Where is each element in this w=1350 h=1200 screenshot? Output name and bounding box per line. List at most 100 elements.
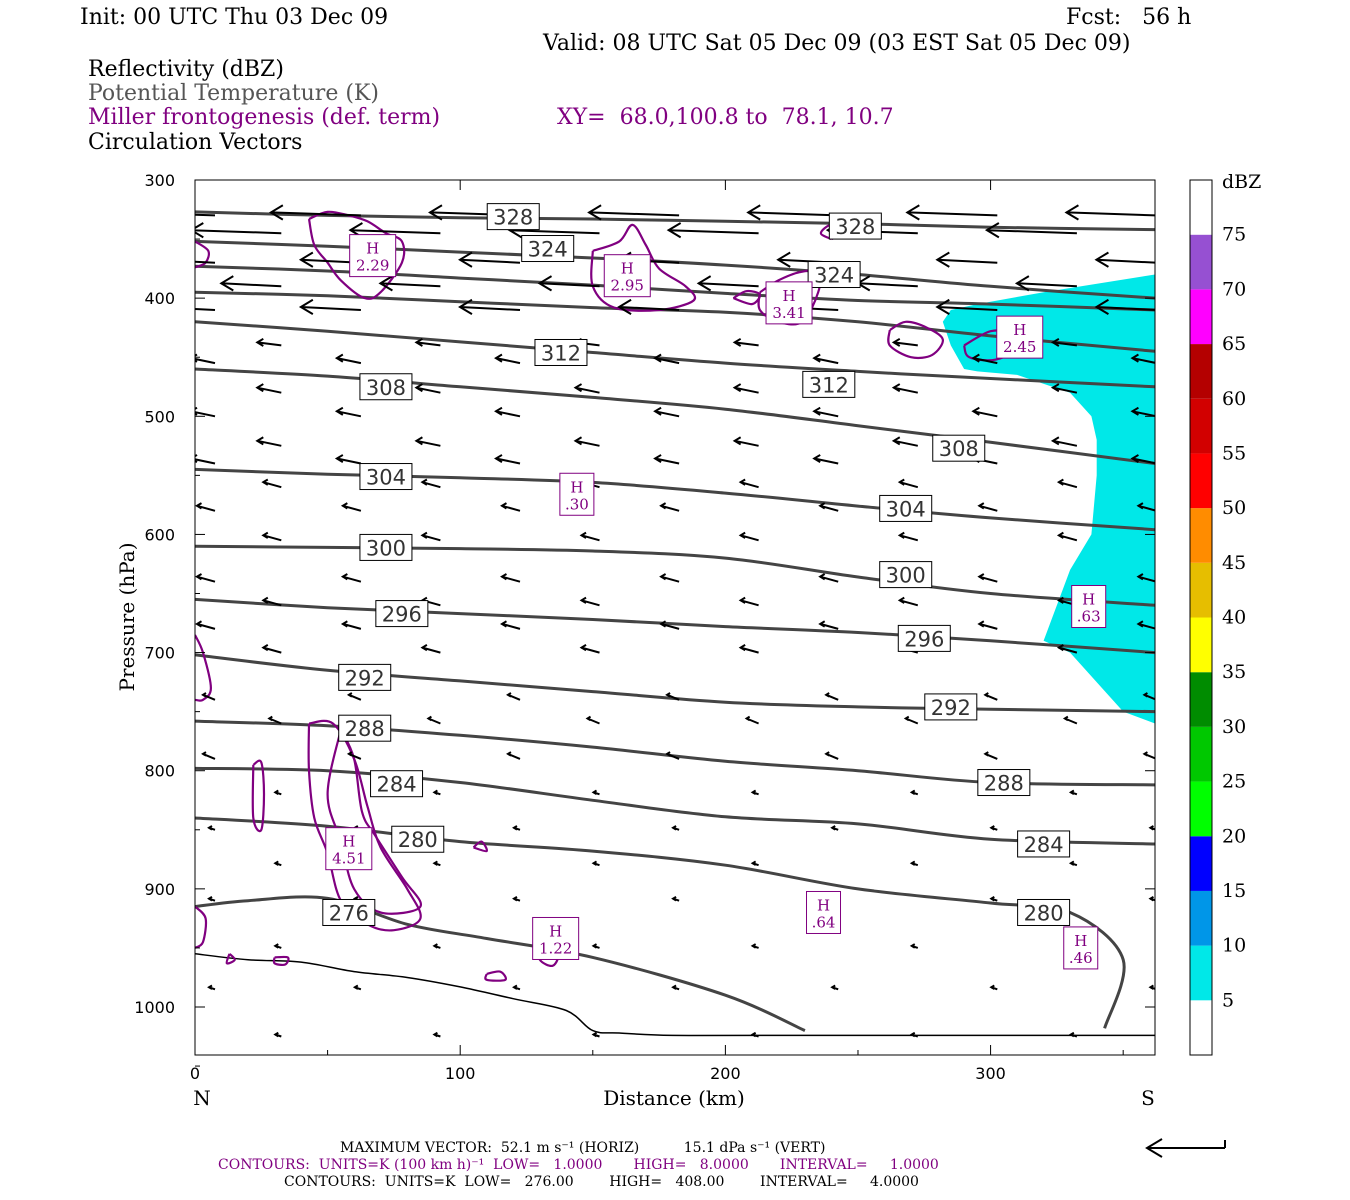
circulation-vector xyxy=(654,457,680,465)
colorbar-level-label: 65 xyxy=(1222,333,1246,355)
circulation-vector-head xyxy=(506,692,512,698)
frontogenesis-max-box xyxy=(806,890,842,934)
circulation-vector-head xyxy=(935,251,950,268)
circulation-vector-head xyxy=(1142,751,1148,757)
circulation-vector xyxy=(1016,282,1077,288)
circulation-vector-head xyxy=(665,751,671,757)
theta-label: 276 xyxy=(329,901,369,925)
circulation-vector-head xyxy=(732,383,742,393)
frontogenesis-contour xyxy=(326,728,423,915)
circulation-vector-head xyxy=(671,825,677,831)
frontogenesis-max-value: 4.51 xyxy=(332,850,365,868)
circulation-vector xyxy=(195,458,216,465)
circulation-vector-head xyxy=(984,222,1000,239)
circulation-vector-head xyxy=(458,298,473,316)
x-axis-title: Distance (km) xyxy=(603,1086,745,1110)
circulation-vector-head xyxy=(746,204,761,221)
theta-label-box xyxy=(802,370,856,398)
theta-label: 296 xyxy=(382,603,422,627)
circulation-vector-head xyxy=(1068,860,1075,866)
theta-label: 296 xyxy=(904,627,944,651)
circulation-vector-head xyxy=(1148,825,1154,831)
circulation-vector-head xyxy=(155,253,167,267)
circulation-vector-head xyxy=(659,573,667,581)
circulation-vector xyxy=(416,341,441,347)
frontogenesis-max-box xyxy=(996,315,1044,359)
theta-label: 304 xyxy=(886,497,926,521)
frontogenesis-contour xyxy=(472,840,489,853)
circulation-vector xyxy=(734,341,759,347)
colorbar-level-label: 40 xyxy=(1222,607,1246,629)
theta-label-box xyxy=(897,624,951,652)
circulation-vector-head xyxy=(195,406,198,416)
circulation-vector-head xyxy=(378,275,393,292)
circulation-vector-head xyxy=(1050,383,1060,393)
circulation-vector-head xyxy=(255,436,264,446)
circulation-vector-head xyxy=(897,478,905,486)
circulation-vector-head xyxy=(989,825,995,831)
circulation-vector xyxy=(748,211,839,217)
y-tick-label: 500 xyxy=(144,407,175,426)
circulation-vector-head xyxy=(1130,406,1139,416)
circulation-vector-head xyxy=(653,406,662,416)
circulation-vector-head xyxy=(273,789,279,796)
frontogenesis-max-box xyxy=(532,916,580,960)
theta-label-box xyxy=(338,663,392,691)
circulation-vector-head xyxy=(738,596,746,604)
theta-label-box xyxy=(359,533,413,561)
init-time: Init: 00 UTC Thu 03 Dec 09 xyxy=(80,5,389,30)
circulation-vector-head xyxy=(1148,984,1154,990)
circulation-vector xyxy=(195,229,282,235)
circulation-vector-head xyxy=(432,1031,438,1038)
circulation-vector xyxy=(257,341,282,347)
frontogenesis-max-marker: H xyxy=(621,260,634,278)
frontogenesis-contour xyxy=(225,953,236,965)
circulation-vector-head xyxy=(587,204,602,221)
circulation-vector-head xyxy=(909,943,916,949)
circulation-vector-head xyxy=(334,454,344,464)
circulation-vector xyxy=(668,229,759,235)
frontogenesis-contour xyxy=(590,223,697,312)
circulation-vector-head xyxy=(659,620,667,628)
frontogenesis-contour xyxy=(195,240,211,269)
circulation-vector-head xyxy=(579,531,587,539)
circulation-vector xyxy=(973,357,998,365)
reference-vector-arrow xyxy=(1145,1138,1226,1158)
y-tick-label: 600 xyxy=(144,525,175,544)
circulation-vector-head xyxy=(750,860,757,866)
circulation-vector xyxy=(654,410,680,418)
theta-contour-296 xyxy=(195,597,1155,655)
theta-contour-304 xyxy=(195,467,1155,532)
frontogenesis-max-box xyxy=(325,827,373,871)
theta-label: 280 xyxy=(398,828,438,852)
circulation-vector-head xyxy=(1014,275,1030,292)
circulation-vector-head xyxy=(426,715,432,722)
circulation-vector-head xyxy=(989,896,995,902)
theta-label-box xyxy=(359,463,413,491)
circulation-vector-head xyxy=(340,502,348,510)
circulation-vector xyxy=(380,282,441,288)
circulation-vector-head xyxy=(261,478,269,486)
frontogenesis-max-value: .64 xyxy=(812,913,836,931)
circulation-vector-head xyxy=(824,692,830,698)
theta-contour-300 xyxy=(195,544,1155,607)
circulation-vector-head xyxy=(905,204,920,221)
circulation-vector xyxy=(459,258,521,264)
circulation-vector xyxy=(221,282,282,288)
circulation-vector-head xyxy=(971,406,980,416)
colorbar-level-label: 35 xyxy=(1222,661,1246,683)
circulation-vector-head xyxy=(585,715,592,722)
frontogenesis-max-value: 2.95 xyxy=(611,277,644,295)
circulation-vector-head xyxy=(352,984,359,990)
colorbar-level-label: 75 xyxy=(1222,224,1246,246)
circulation-vector-head xyxy=(1130,353,1139,363)
y-tick-label: 700 xyxy=(144,644,175,663)
circulation-vector-head xyxy=(909,860,916,866)
colorbar-level-label: 60 xyxy=(1222,388,1246,410)
colorbar-segment xyxy=(1190,781,1212,837)
colorbar-frame xyxy=(1189,179,1213,1056)
y-tick-label: 300 xyxy=(144,171,175,190)
circulation-vector xyxy=(539,282,600,288)
circulation-vector-head xyxy=(750,789,757,796)
y-axis-title: Pressure (hPa) xyxy=(115,543,139,692)
